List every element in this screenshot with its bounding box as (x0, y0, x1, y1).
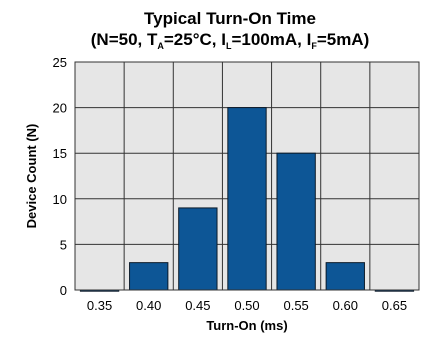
subtitle-ta-val: =25°C, I (164, 30, 226, 49)
bar-0.50 (227, 107, 267, 291)
subtitle-ta-sub: A (157, 41, 164, 51)
x-tick-label: 0.35 (87, 298, 112, 313)
chart-subtitle: (N=50, TA=25°C, IL=100mA, IF=5mA) (91, 30, 370, 51)
subtitle-il-sub: L (226, 41, 232, 51)
y-tick-label: 20 (53, 101, 67, 116)
x-tick-label: 0.50 (234, 298, 259, 313)
subtitle-open: (N=50, T (91, 30, 158, 49)
subtitle-il-val: =100mA, I (231, 30, 311, 49)
bar-0.45 (178, 207, 218, 291)
y-tick-label: 10 (53, 192, 67, 207)
x-tick-label: 0.60 (333, 298, 358, 313)
chart-title: Typical Turn-On Time (144, 9, 316, 28)
y-axis-label: Device Count (N) (24, 124, 39, 229)
y-tick-label: 25 (53, 55, 67, 70)
x-tick-label: 0.55 (283, 298, 308, 313)
bar-0.40 (129, 262, 169, 291)
y-tick-label: 0 (60, 283, 67, 298)
bar-0.60 (325, 262, 365, 291)
subtitle-if-sub: F (311, 41, 317, 51)
subtitle-if-val: =5mA) (317, 30, 369, 49)
y-tick-label: 15 (53, 146, 67, 161)
x-tick-labels: 0.35 0.40 0.45 0.50 0.55 0.60 0.65 (87, 298, 407, 313)
x-tick-label: 0.65 (382, 298, 407, 313)
bar-0.55 (276, 152, 316, 291)
x-tick-label: 0.40 (136, 298, 161, 313)
y-tick-labels: 0 5 10 15 20 25 (53, 55, 67, 298)
x-tick-label: 0.45 (185, 298, 210, 313)
plot-frame (74, 61, 420, 291)
bars (79, 107, 415, 292)
x-axis-label: Turn-On (ms) (206, 318, 287, 333)
y-tick-label: 5 (60, 237, 67, 252)
